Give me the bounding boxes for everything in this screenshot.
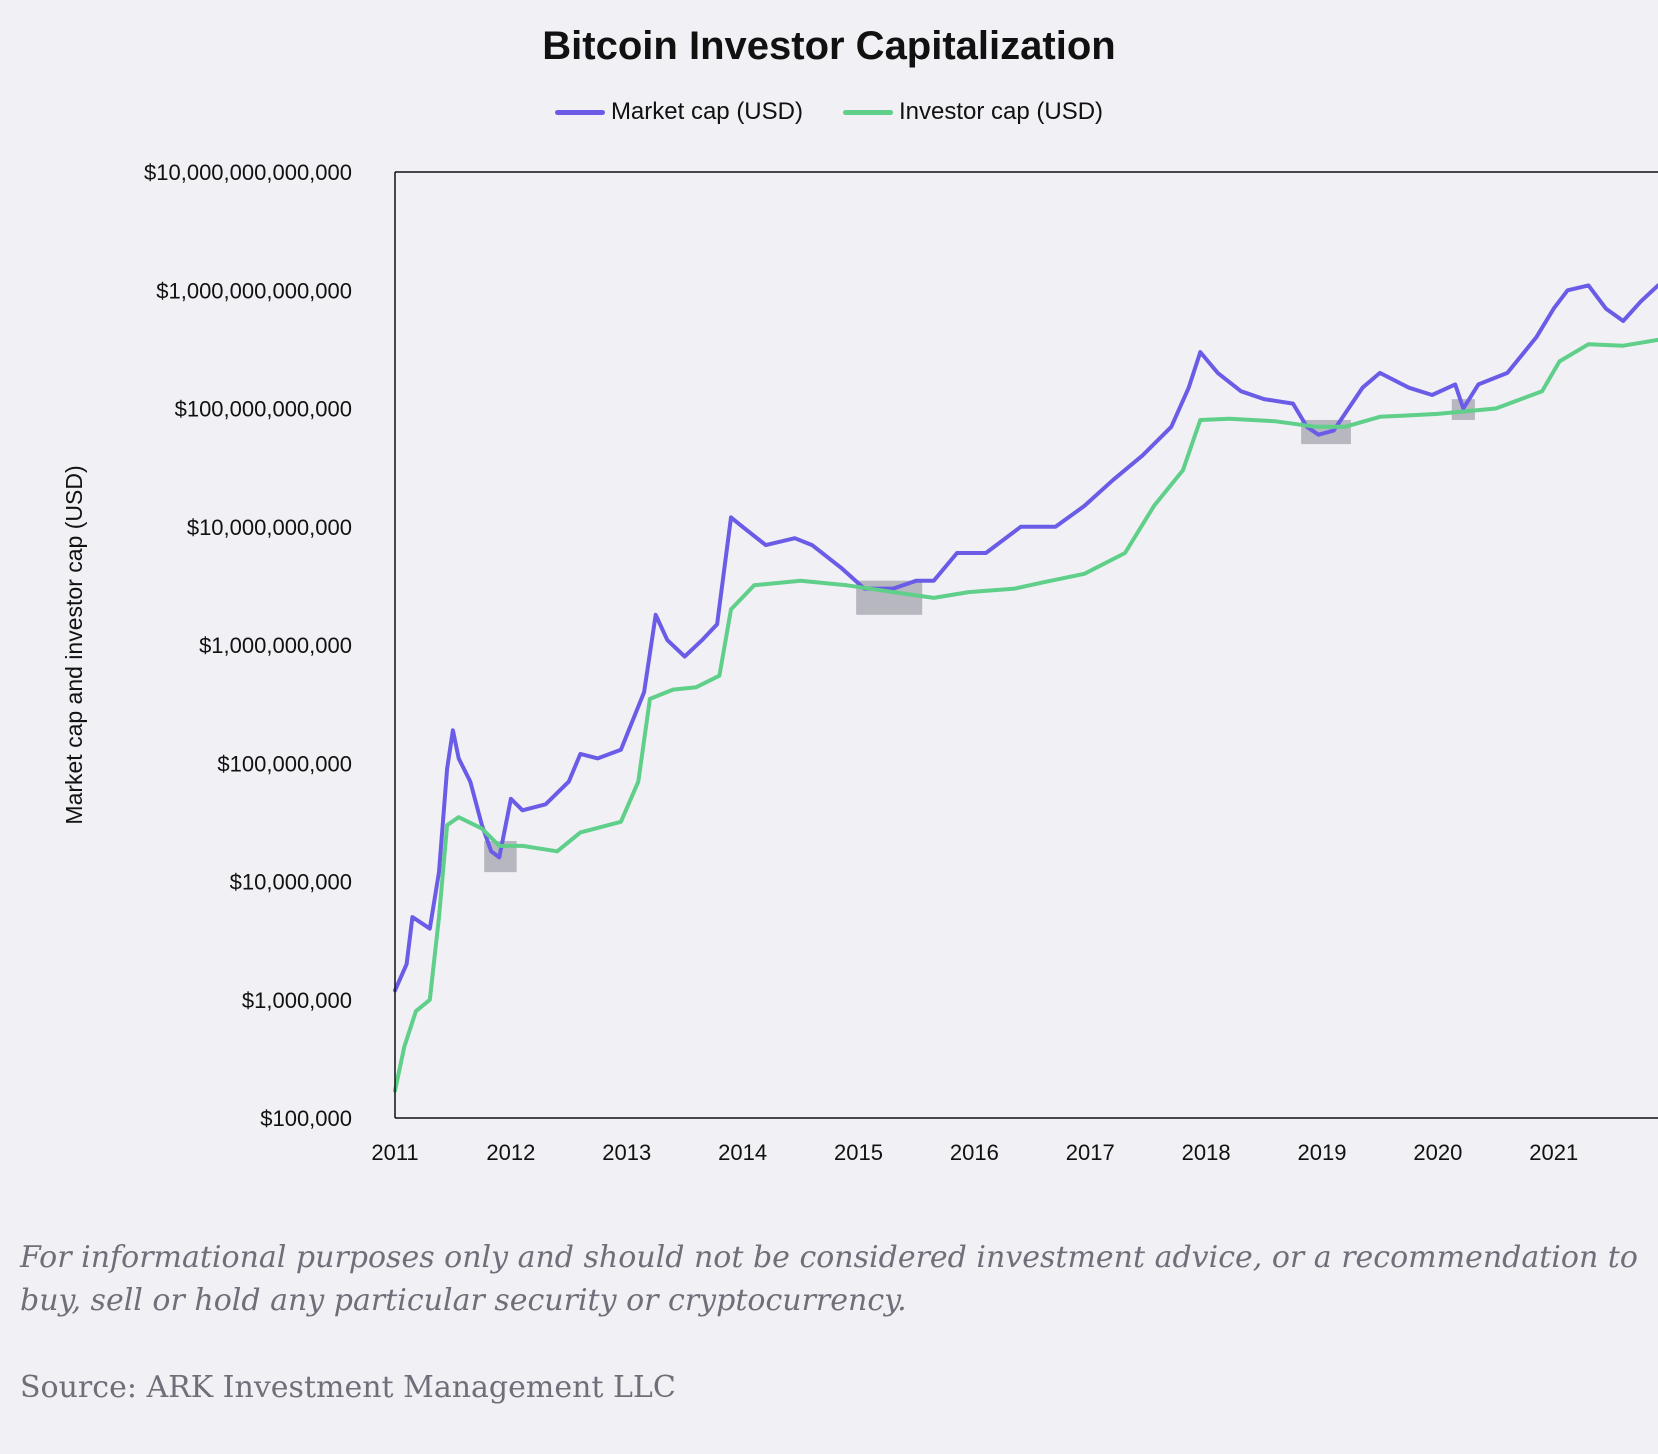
- y-tick-label-4: $1,000,000,000: [199, 633, 352, 658]
- series-line-1: [393, 337, 1658, 1093]
- x-tick-label-3: 2014: [718, 1140, 767, 1165]
- chart-svg: $10,000,000,000,000 $1,000,000,000,000 $10…: [61, 160, 1658, 1165]
- chart-title: Bitcoin Investor Capitalization: [542, 24, 1116, 68]
- y-tick-label-8: $100,000: [260, 1106, 352, 1131]
- series-line-0: [393, 283, 1658, 993]
- highlight-regions: [484, 399, 1475, 873]
- source-text: Source: ARK Investment Management LLC: [20, 1370, 676, 1405]
- legend-item-investor-cap: Investor cap (USD): [842, 98, 1104, 126]
- y-tick-label-7: $1,000,000: [242, 988, 352, 1013]
- x-tick-label-4: 2015: [834, 1140, 883, 1165]
- highlight-region-1: [856, 580, 923, 615]
- legend-swatch-market-cap: [554, 109, 605, 115]
- x-tick-label-8: 2019: [1297, 1140, 1346, 1165]
- legend-item-market-cap: Market cap (USD): [554, 98, 803, 126]
- y-tick-label-0: $10,000,000,000,000: [144, 160, 352, 185]
- legend: Market cap (USD) Investor cap (USD): [0, 98, 1658, 126]
- axes: [394, 171, 1658, 1119]
- x-tick-labels: 2011 2012 2013 2014 2015 2016 2017 2018 2019 2020…: [371, 1140, 1578, 1165]
- legend-label-market-cap: Market cap (USD): [610, 98, 803, 125]
- disclaimer-text: For informational purposes only and shou…: [20, 1240, 1638, 1318]
- x-tick-label-6: 2017: [1066, 1140, 1115, 1165]
- y-tick-label-5: $100,000,000: [217, 751, 352, 776]
- x-tick-label-1: 2012: [486, 1140, 535, 1165]
- legend-swatch-investor-cap: [842, 109, 893, 115]
- x-tick-label-0: 2011: [371, 1140, 418, 1165]
- x-tick-label-7: 2018: [1182, 1140, 1231, 1165]
- x-tick-label-10: 2021: [1529, 1140, 1578, 1165]
- x-tick-label-5: 2016: [950, 1140, 999, 1165]
- y-tick-label-3: $10,000,000,000: [187, 515, 352, 540]
- legend-label-investor-cap: Investor cap (USD): [898, 98, 1104, 125]
- series-lines: [393, 283, 1658, 1093]
- y-tick-label-2: $100,000,000,000: [175, 397, 352, 422]
- y-tick-label-1: $1,000,000,000,000: [156, 278, 352, 303]
- y-tick-label-6: $10,000,000: [230, 870, 352, 895]
- y-axis-label: Market cap and investor cap (USD): [61, 465, 87, 824]
- x-tick-label-2: 2013: [602, 1140, 651, 1165]
- x-tick-label-9: 2020: [1413, 1140, 1462, 1165]
- y-tick-labels: $10,000,000,000,000 $1,000,000,000,000 $10…: [144, 160, 352, 1131]
